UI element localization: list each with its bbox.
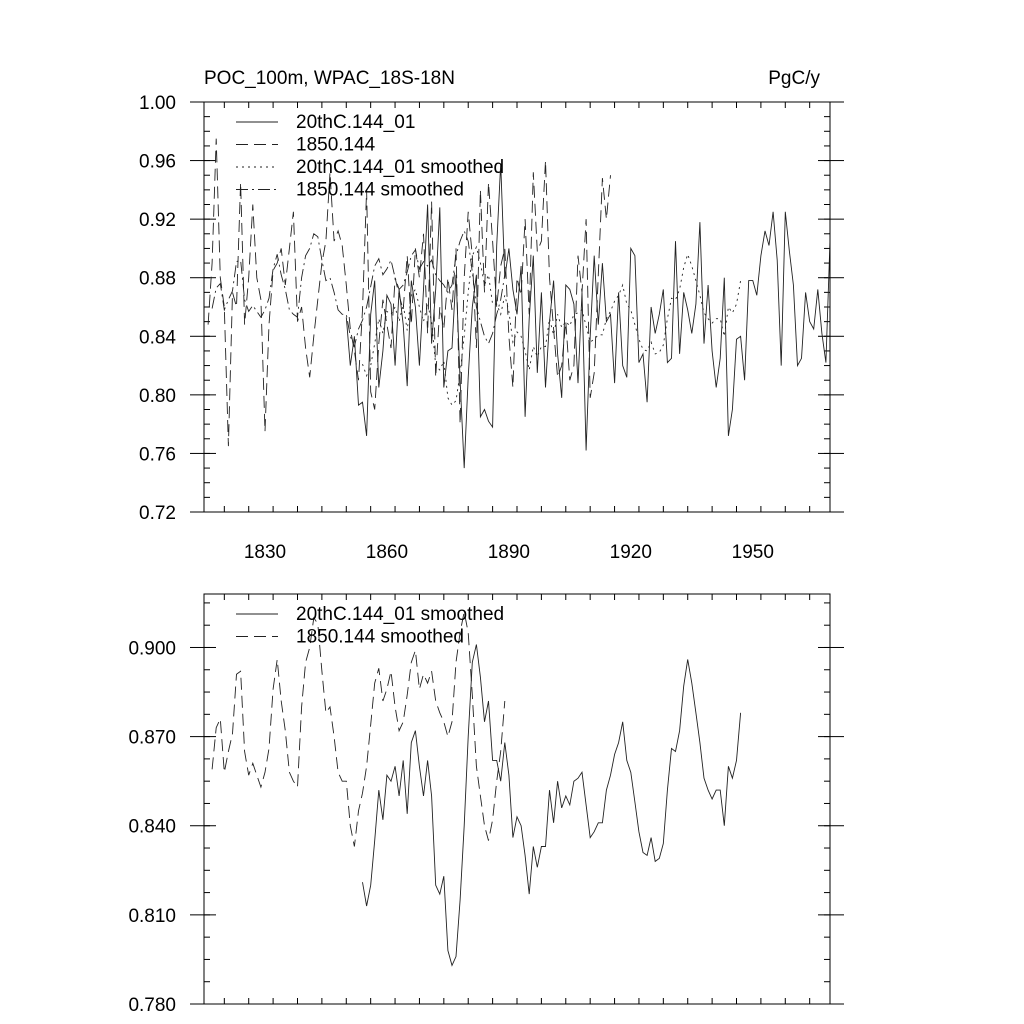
ytick-label: 0.96 bbox=[139, 152, 176, 173]
xtick-label: 1950 bbox=[732, 542, 774, 563]
legend-entry: 1850.144 smoothed bbox=[296, 180, 464, 201]
series-line-20thc-144-01 bbox=[345, 163, 830, 469]
legend-entry: 1850.144 smoothed bbox=[296, 627, 464, 648]
units-label: PgC/y bbox=[768, 68, 820, 89]
top-series-lines bbox=[207, 138, 830, 469]
ytick-label: 0.870 bbox=[128, 728, 176, 749]
ytick-label: 0.840 bbox=[128, 817, 176, 838]
legend-entry: 20thC.144_01 smoothed bbox=[296, 157, 504, 178]
bottom-plot-frame bbox=[203, 593, 831, 1005]
top-plot-frame bbox=[203, 101, 831, 513]
legend-entry: 20thC.144_01 bbox=[296, 112, 415, 133]
series-line-20thc-144-01-smoothed bbox=[362, 245, 742, 406]
ytick-label: 0.780 bbox=[128, 995, 176, 1016]
chart-title: POC_100m, WPAC_18S-18N bbox=[204, 68, 455, 89]
series-line-1850-144 bbox=[207, 138, 611, 447]
xtick-label: 1920 bbox=[610, 542, 652, 563]
series-line-1850-144-smoothed bbox=[211, 229, 506, 348]
top-axis-ticks: 1830 1860 1890 1920 1950 0.72 0.76 0.80 0.84 0.88… bbox=[139, 93, 844, 563]
ytick-label: 1.00 bbox=[139, 93, 176, 114]
xtick-label: 1860 bbox=[366, 542, 408, 563]
legend-entry: 1850.144 bbox=[296, 135, 376, 156]
ytick-label: 0.84 bbox=[139, 327, 176, 348]
ytick-label: 0.92 bbox=[139, 210, 176, 231]
series-line-1850-144-smoothed bbox=[211, 611, 506, 847]
series-line-20thc-144-01-smoothed bbox=[362, 644, 742, 967]
ytick-label: 0.810 bbox=[128, 906, 176, 927]
ytick-label: 0.72 bbox=[139, 503, 176, 524]
ytick-label: 0.76 bbox=[139, 444, 176, 465]
xtick-label: 1830 bbox=[244, 542, 286, 563]
bottom-series-lines bbox=[211, 611, 742, 967]
ytick-label: 0.900 bbox=[128, 638, 176, 659]
top-panel: POC_100m, WPAC_18S-18N PgC/y 1830 1860 189… bbox=[139, 68, 844, 563]
bottom-axis-ticks: 0.780 0.810 0.840 0.870 0.900 bbox=[128, 594, 844, 1016]
ytick-label: 0.80 bbox=[139, 386, 176, 407]
ytick-label: 0.88 bbox=[139, 269, 176, 290]
bottom-panel: 0.780 0.810 0.840 0.870 0.900 20thC.144_01 s… bbox=[128, 593, 844, 1016]
xtick-label: 1890 bbox=[488, 542, 530, 563]
legend-entry: 20thC.144_01 smoothed bbox=[296, 604, 504, 625]
